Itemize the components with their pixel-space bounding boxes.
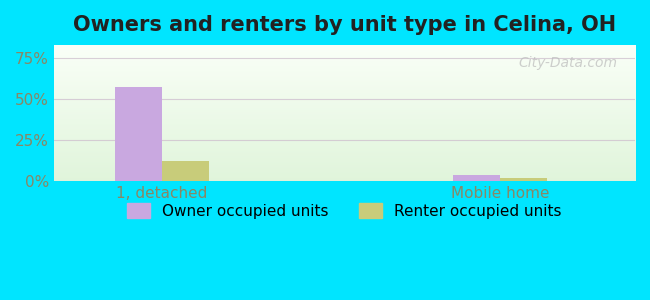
Bar (500, 178, 547, 181)
Bar (114, 87, 162, 181)
Bar (452, 175, 500, 181)
Title: Owners and renters by unit type in Celina, OH: Owners and renters by unit type in Celin… (73, 15, 616, 35)
Text: City-Data.com: City-Data.com (519, 56, 618, 70)
Bar (162, 161, 209, 181)
Legend: Owner occupied units, Renter occupied units: Owner occupied units, Renter occupied un… (121, 197, 568, 225)
